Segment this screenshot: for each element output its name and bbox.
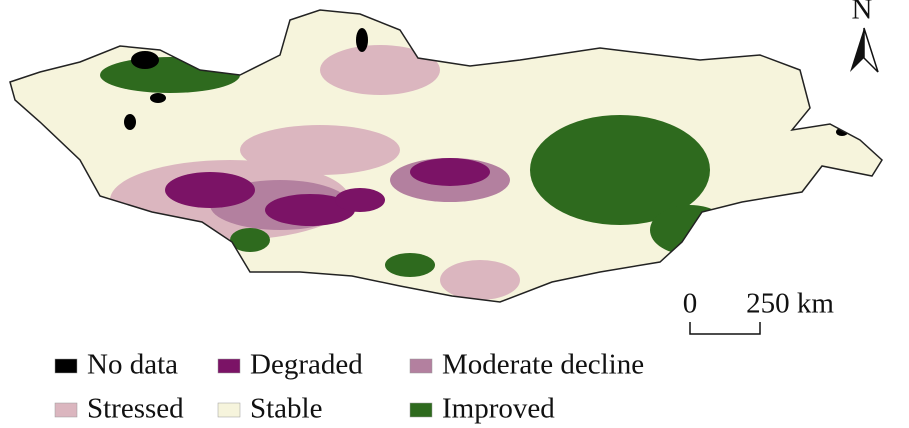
legend-label: Stressed — [87, 393, 184, 425]
lake — [356, 28, 368, 52]
legend-swatch — [409, 358, 433, 374]
legend-swatch — [409, 402, 433, 418]
lake — [131, 51, 159, 69]
degraded-area — [335, 188, 385, 212]
legend-swatch — [217, 358, 241, 374]
north-arrow: N — [850, 0, 879, 73]
degraded-area — [265, 194, 355, 226]
stressed-area — [320, 45, 440, 95]
stressed-area — [240, 125, 400, 175]
legend-label: Moderate decline — [442, 349, 644, 381]
lake — [124, 114, 136, 130]
lake — [150, 93, 166, 103]
arrow-right — [863, 27, 879, 73]
scale-label: 0 — [683, 288, 698, 320]
improved-area — [530, 115, 710, 225]
improved-area — [100, 57, 240, 93]
legend-label: Stable — [250, 393, 323, 425]
legend-swatch — [54, 358, 78, 374]
legend-label: Degraded — [250, 349, 363, 381]
arrow-left — [850, 28, 864, 72]
scale-line — [689, 322, 761, 335]
improved-area — [230, 228, 270, 252]
legend-label: No data — [87, 349, 178, 381]
legend-swatch — [54, 402, 78, 418]
north-label: N — [852, 0, 873, 26]
improved-area — [385, 253, 435, 277]
scale-bar: 0 250 km — [683, 288, 834, 335]
legend-swatch — [217, 402, 241, 418]
legend: No data Degraded Moderate decline Stressed S… — [54, 349, 644, 425]
scale-label: 250 km — [746, 288, 834, 320]
degraded-area — [410, 158, 490, 186]
degraded-area — [165, 172, 255, 208]
legend-label: Improved — [442, 393, 555, 425]
stressed-area — [440, 260, 520, 300]
